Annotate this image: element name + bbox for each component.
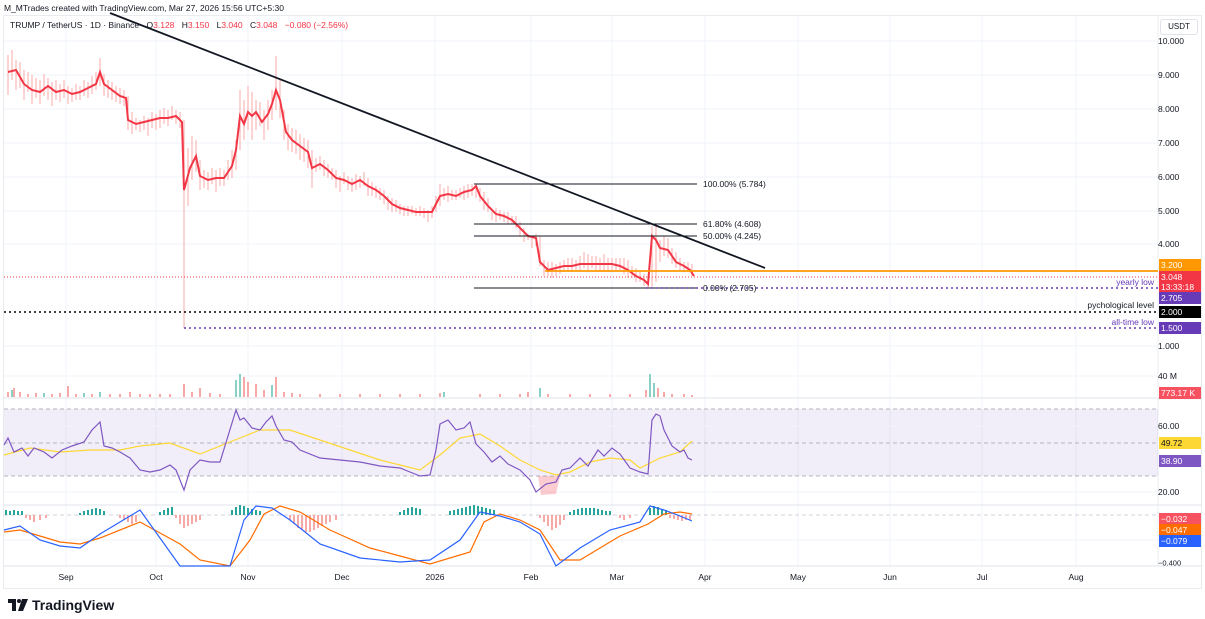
macd-line-tag: −0.079 xyxy=(1159,535,1201,547)
price-tick: 8.000 xyxy=(1158,104,1180,114)
fib-label-618: 61.80% (4.608) xyxy=(703,219,762,229)
symbol-legend: TRUMP / TetherUS · 1D · Binance O3.128 H… xyxy=(10,20,349,30)
all-time-low-price-tag: 1.500 xyxy=(1159,322,1201,334)
change-value: −0.080 (−2.56%) xyxy=(284,20,349,30)
rsi-ma-line xyxy=(3,429,693,476)
psychological-price-tag: 2.000 xyxy=(1159,306,1201,318)
close-value: 3.048 xyxy=(256,20,278,30)
grid-vertical xyxy=(65,16,1077,566)
fib-label-100: 100.00% (5.784) xyxy=(703,179,766,189)
price-tick: 1.000 xyxy=(1158,341,1180,351)
price-tick: 10.000 xyxy=(1158,36,1184,46)
price-tick: 4.000 xyxy=(1158,239,1180,249)
tradingview-logo-icon xyxy=(8,599,28,611)
time-tick: Apr xyxy=(698,572,712,582)
rsi-value-tag: 38.90 xyxy=(1159,455,1201,467)
currency-selector[interactable]: USDT xyxy=(1160,19,1198,35)
last-price-tag: 3.048 13:33:18 xyxy=(1159,271,1201,293)
fib-label-50: 50.00% (4.245) xyxy=(703,231,762,241)
price-tick: 5.000 xyxy=(1158,206,1180,216)
time-tick: Aug xyxy=(1068,572,1084,582)
time-tick: Sep xyxy=(58,572,74,582)
time-tick: Nov xyxy=(240,572,256,582)
chart-frame xyxy=(3,15,1202,589)
macd-tick: −0.400 xyxy=(1158,558,1182,568)
rsi-oversold-fill xyxy=(538,476,560,495)
rsi-ma-tag: 49.72 xyxy=(1159,437,1201,449)
rsi-tick: 20.00 xyxy=(1158,487,1180,497)
low-value: 3.040 xyxy=(221,20,243,30)
macd-histogram xyxy=(5,505,691,532)
rsi-tick: 60.00 xyxy=(1158,421,1180,431)
time-tick: Jul xyxy=(976,572,988,582)
time-tick: 2026 xyxy=(425,572,445,582)
open-value: 3.128 xyxy=(153,20,175,30)
time-tick: May xyxy=(789,572,807,582)
brand-name: TradingView xyxy=(32,597,115,613)
time-tick: Mar xyxy=(609,572,625,582)
high-value: 3.150 xyxy=(187,20,210,30)
grid-horizontal xyxy=(4,40,1158,377)
descending-trendline xyxy=(109,12,766,269)
rsi-line xyxy=(3,408,693,493)
fib-label-0: 0.00% (2.705) xyxy=(703,283,757,293)
time-tick: Oct xyxy=(149,572,163,582)
tradingview-logo: TradingView xyxy=(8,597,114,613)
macd-signal-line xyxy=(3,505,693,567)
symbol-title[interactable]: TRUMP / TetherUS · 1D · Binance xyxy=(10,20,140,30)
all-time-low-label: all-time low xyxy=(1111,317,1154,327)
resistance-price-tag: 3.200 xyxy=(1159,259,1201,271)
macd-signal-tag: −0.047 xyxy=(1159,524,1201,536)
price-tick: 9.000 xyxy=(1158,70,1180,80)
chart-credit: M_MTrades created with TradingView.com, … xyxy=(4,3,284,13)
yearly-low-label: yearly low xyxy=(1116,277,1154,287)
volume-tag: 773.17 K xyxy=(1159,387,1201,399)
psychological-level-label: pychological level xyxy=(1087,300,1154,310)
time-tick: Dec xyxy=(334,572,350,582)
time-tick: Feb xyxy=(523,572,539,582)
bar-countdown: 13:33:18 xyxy=(1161,282,1195,292)
price-tick: 6.000 xyxy=(1158,172,1180,182)
time-tick: Jun xyxy=(883,572,897,582)
volume-tick: 40 M xyxy=(1158,371,1177,381)
macd-line xyxy=(3,505,693,567)
fibonacci-retracement xyxy=(474,183,697,289)
yearly-low-price-tag: 2.705 xyxy=(1159,292,1201,304)
price-tick: 7.000 xyxy=(1158,138,1180,148)
macd-histogram-tag: −0.032 xyxy=(1159,513,1201,525)
candlesticks xyxy=(7,50,693,328)
price-path xyxy=(7,68,695,287)
volume-bars xyxy=(7,374,693,397)
